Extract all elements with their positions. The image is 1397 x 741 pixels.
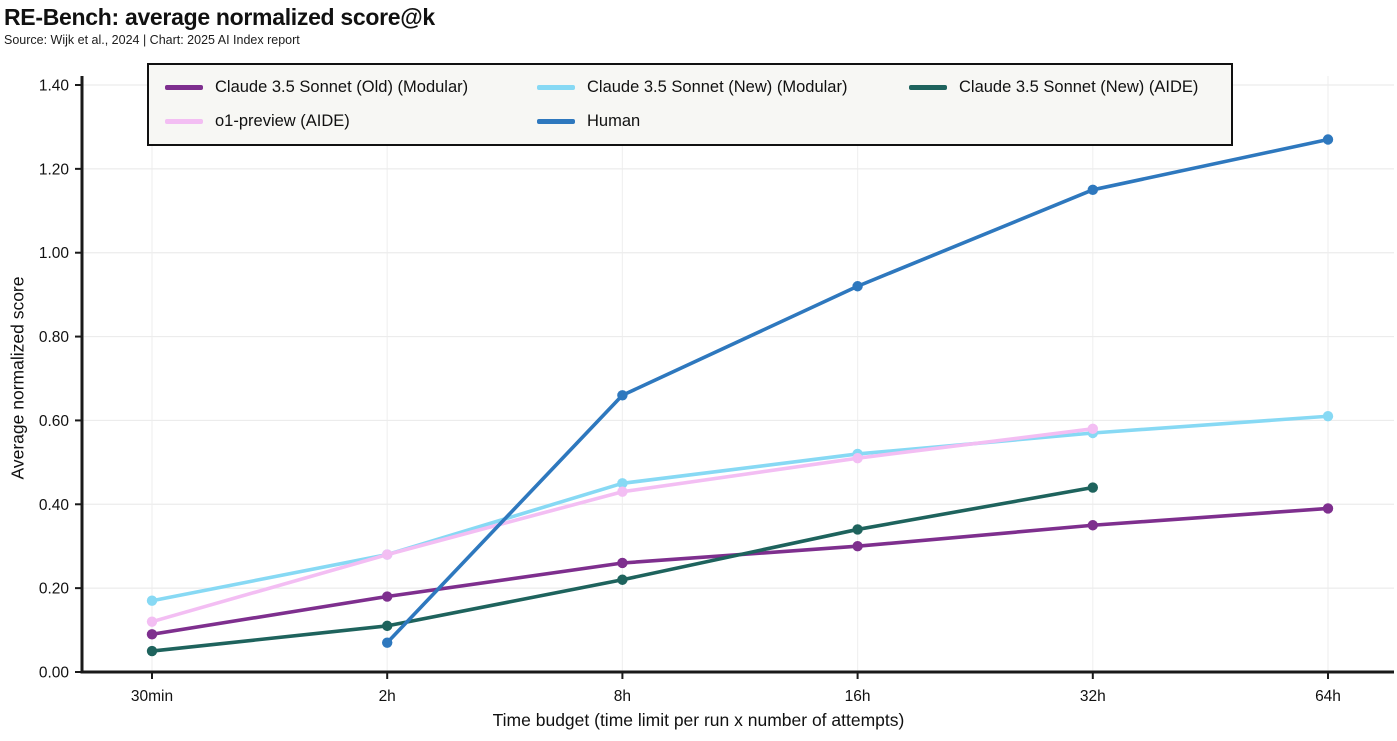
data-point [617,478,628,489]
data-point [146,645,158,657]
legend-swatch [909,85,947,90]
horizontal-gridlines [82,84,1394,589]
y-tick-label: 0.00 [39,665,70,682]
data-point [617,486,628,497]
legend-swatch [537,85,575,90]
data-point [382,549,393,560]
data-point [1087,520,1099,531]
series-4 [382,134,1334,648]
legend-item-label: Claude 3.5 Sonnet (Old) (Modular) [215,78,469,96]
data-point [617,574,628,585]
y-axis-label: Average normalized score [7,276,28,480]
y-tick-label: 1.20 [39,161,70,178]
legend-item-label: Claude 3.5 Sonnet (New) (AIDE) [959,78,1199,96]
series-2 [146,482,1099,657]
legend-swatch [165,85,203,90]
x-tick-labels: 30min 2h 8h 16h 32h 64h [131,672,1341,705]
data-point [1322,134,1334,145]
legend-item-label: Claude 3.5 Sonnet (New) (Modular) [587,78,848,96]
y-tick-label: 0.40 [39,497,70,514]
legend-item: Claude 3.5 Sonnet (New) (Modular) [537,78,909,97]
chart-header: RE-Bench: average normalized score@k Sou… [4,4,435,47]
y-tick-label: 0.80 [39,329,70,346]
data-point [852,524,863,535]
data-point [382,591,393,602]
data-point [852,541,863,552]
data-point [1087,423,1099,435]
data-point [852,452,863,464]
y-tick-label: 0.20 [39,581,70,598]
data-point [1087,482,1099,493]
x-tick-label: 32h [1080,688,1106,705]
y-tick-label: 0.60 [39,413,70,430]
axes [80,76,1394,674]
data-point [382,620,393,632]
data-point [1087,184,1099,196]
data-point [146,595,158,606]
data-point [1322,503,1334,514]
x-tick-label: 64h [1315,688,1341,705]
legend-item: Claude 3.5 Sonnet (New) (AIDE) [909,78,1215,97]
legend-item: o1-preview (AIDE) [165,112,537,131]
y-tick-labels: 0.00 0.20 0.40 0.60 0.80 1.00 1.20 1.40 [39,78,82,682]
legend-swatch [165,119,203,124]
legend-swatch [537,119,575,124]
legend-item: Claude 3.5 Sonnet (Old) (Modular) [165,78,537,97]
data-point [852,281,863,292]
chart-source: Source: Wijk et al., 2024 | Chart: 2025 … [4,33,300,48]
data-point [1322,411,1334,422]
data-point [146,629,158,640]
legend-item: Human [537,112,909,131]
x-tick-label: 16h [845,688,871,705]
chart-legend: Claude 3.5 Sonnet (Old) (Modular) Claude … [147,63,1233,146]
data-point [617,390,628,401]
series-line [150,414,1330,603]
x-tick-label: 2h [379,688,396,705]
legend-item-label: Human [587,112,641,130]
x-tick-label: 8h [614,688,631,705]
series-3 [146,423,1099,627]
data-point [146,616,158,627]
legend-item-label: o1-preview (AIDE) [215,112,350,130]
series-1 [146,411,1334,606]
x-tick-label: 30min [131,688,173,705]
chart-canvas: 0.00 0.20 0.40 0.60 0.80 1.00 1.20 1.40 30min 2h 8… [39,76,1394,705]
data-point [617,557,628,569]
vertical-gridlines [151,76,1329,672]
y-tick-label: 1.40 [39,78,70,95]
chart-title: RE-Bench: average normalized score@k [4,4,435,30]
x-axis-label: Time budget (time limit per run x number… [492,710,905,730]
data-point [382,637,393,648]
y-tick-label: 1.00 [39,245,70,262]
